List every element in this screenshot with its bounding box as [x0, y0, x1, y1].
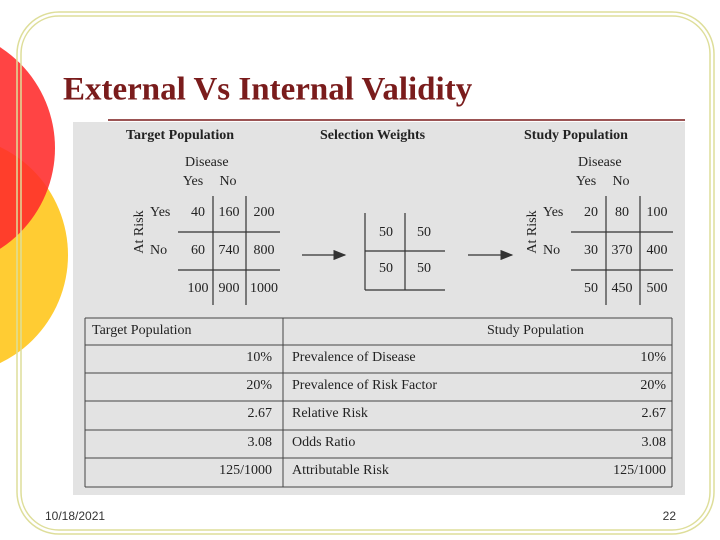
cell: 20: [584, 205, 598, 220]
col-label: Yes: [183, 174, 203, 189]
row-label: Yes: [543, 205, 563, 220]
row-axis-label: At Risk: [132, 210, 147, 253]
cell: 400: [647, 243, 668, 258]
weight-cell: 50: [417, 225, 431, 240]
col-label: No: [219, 174, 236, 189]
cell: 60: [191, 243, 205, 258]
study-value: 125/1000: [613, 463, 666, 478]
table-header: Target Population: [92, 323, 191, 338]
row-axis-label: At Risk: [525, 210, 540, 253]
col-label: Yes: [576, 174, 596, 189]
target-value: 10%: [246, 350, 272, 365]
grid-lines: [178, 196, 673, 305]
cell: 1000: [250, 281, 278, 296]
decor-circle: [0, 47, 55, 249]
panel-header: Study Population: [524, 128, 628, 143]
target-value: 125/1000: [219, 463, 272, 478]
weight-cell: 50: [379, 261, 393, 276]
cell: 450: [612, 281, 633, 296]
target-value: 2.67: [248, 406, 273, 421]
disease-label: Disease: [185, 155, 229, 170]
target-value: 20%: [246, 378, 272, 393]
study-value: 3.08: [642, 435, 667, 450]
cell: 30: [584, 243, 598, 258]
cell: 370: [612, 243, 633, 258]
target-value: 3.08: [248, 435, 273, 450]
cell: 900: [219, 281, 240, 296]
measure-label: Relative Risk: [292, 406, 368, 421]
measure-label: Odds Ratio: [292, 435, 355, 450]
study-value: 20%: [640, 378, 666, 393]
panel: [73, 122, 685, 495]
cell: 40: [191, 205, 205, 220]
weight-cell: 50: [379, 225, 393, 240]
panel-header: Selection Weights: [320, 128, 426, 143]
table-lines: [84, 317, 673, 488]
cell: 80: [615, 205, 629, 220]
measure-label: Attributable Risk: [292, 463, 389, 478]
weight-cell: 50: [417, 261, 431, 276]
cell: 50: [584, 281, 598, 296]
measure-label: Prevalence of Risk Factor: [292, 378, 437, 393]
study-value: 2.67: [642, 406, 667, 421]
disease-label: Disease: [578, 155, 622, 170]
cell: 100: [647, 205, 668, 220]
row-label: Yes: [150, 205, 170, 220]
cell: 800: [254, 243, 275, 258]
footer-date: 10/18/2021: [45, 509, 105, 523]
cell: 500: [647, 281, 668, 296]
row-label: No: [543, 243, 560, 258]
slide-title: External Vs Internal Validity: [63, 72, 473, 108]
footer-page: 22: [663, 509, 677, 523]
frame: [20, 15, 711, 531]
cell: 160: [219, 205, 240, 220]
measure-label: Prevalence of Disease: [292, 350, 416, 365]
cell: 100: [188, 281, 209, 296]
row-label: No: [150, 243, 167, 258]
frame: [16, 11, 715, 535]
table-header: Study Population: [487, 323, 584, 338]
col-label: No: [612, 174, 629, 189]
cell: 740: [219, 243, 240, 258]
study-value: 10%: [640, 350, 666, 365]
panel-header: Target Population: [126, 128, 234, 143]
cell: 200: [254, 205, 275, 220]
